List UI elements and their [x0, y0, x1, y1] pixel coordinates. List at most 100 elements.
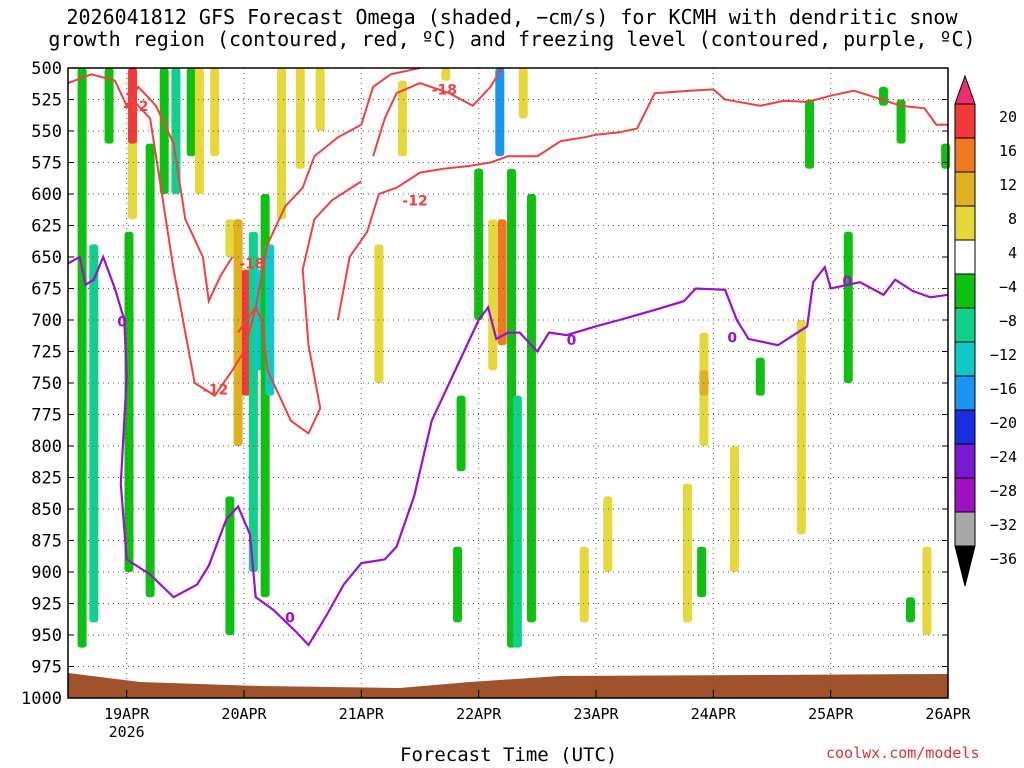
colorbar-seg-9: [954, 375, 976, 411]
y-tick-label-4: 600: [31, 185, 62, 205]
colorbar-seg-10: [954, 409, 976, 445]
y-tick-label-9: 725: [31, 343, 62, 363]
y-tick-label-2: 550: [31, 122, 62, 142]
y-tick-label-15: 875: [31, 532, 62, 552]
x-year-label: 2026: [109, 723, 145, 741]
omega-shade-38: [683, 483, 693, 623]
colorbar-label-12: −32: [990, 516, 1017, 534]
x-tick-label-6: 25APR: [808, 705, 854, 723]
x-tick-label-0: 19APR: [104, 705, 150, 723]
omega-shade-25: [441, 68, 451, 81]
x-tick-label-1: 20APR: [221, 705, 267, 723]
y-tick-label-19: 975: [31, 658, 62, 678]
colorbar-seg-6: [954, 273, 976, 309]
y-axis: 500 525 550 575 600 625 650 675 700 725 750 775 800 8…: [21, 59, 948, 709]
colorbar-label-9: −20: [990, 414, 1017, 432]
y-tick-label-10: 750: [31, 374, 62, 394]
x-tick-label-4: 23APR: [573, 705, 619, 723]
omega-shade-41: [697, 546, 707, 598]
y-tick-label-6: 650: [31, 248, 62, 268]
omega-shade-26: [456, 395, 466, 472]
colorbar-label-0: 20: [999, 108, 1017, 126]
colorbar-label-5: −4: [999, 278, 1017, 296]
omega-shade-29: [488, 219, 498, 371]
colorbar-seg-3: [954, 171, 976, 207]
omega-shade-4: [124, 231, 134, 573]
omega-shade-12: [225, 219, 235, 257]
colorbar-label-13: −36: [990, 550, 1017, 568]
omega-shade-13: [225, 496, 235, 635]
y-tick-label-11: 775: [31, 406, 62, 426]
x-axis: 19APR 20APR 21APR 22APR 23APR 24APR 25APR 26APR…: [104, 690, 972, 741]
y-tick-label-14: 850: [31, 500, 62, 520]
omega-shade-23: [374, 244, 384, 383]
y-tick-label-1: 525: [31, 91, 62, 111]
title-line-1: 2026041812 GFS Forecast Omega (shaded, −…: [66, 5, 958, 29]
colorbar-label-2: 12: [999, 176, 1017, 194]
colorbar-seg-4: [954, 205, 976, 241]
colorbar-seg-1: [954, 103, 976, 139]
omega-shade-1: [89, 244, 99, 623]
omega-shade-48: [896, 99, 906, 144]
title-line-2: growth region (contoured, red, ºC) and f…: [48, 27, 976, 51]
credit-text: coolwx.com/models: [826, 744, 980, 762]
chart-title: 2026041812 GFS Forecast Omega (shaded, −…: [0, 6, 1024, 50]
dgz-contour-3: [372, 67, 503, 157]
omega-shade-51: [941, 143, 951, 169]
omega-shade-42: [729, 446, 739, 572]
colorbar-label-8: −16: [990, 380, 1017, 398]
freezing-label-4: 0: [842, 274, 852, 290]
x-tick-label-3: 22APR: [456, 705, 502, 723]
dgz-contour-2: [237, 180, 362, 435]
freezing-label-0: 0: [117, 314, 127, 330]
colorbar-seg-8: [954, 341, 976, 377]
y-tick-label-3: 575: [31, 154, 62, 174]
omega-shade-6: [145, 143, 155, 598]
omega-shade-31: [497, 219, 507, 346]
dgz-label-2: -18: [239, 256, 264, 272]
grid-layer: [68, 67, 949, 699]
y-tick-label-18: 950: [31, 626, 62, 646]
colorbar-label-3: 8: [1008, 210, 1017, 228]
omega-shade-46: [843, 231, 853, 383]
omega-shade-49: [905, 597, 915, 623]
omega-shade-45: [805, 99, 815, 169]
colorbar-seg-13: [954, 511, 976, 547]
y-tick-label-8: 700: [31, 311, 62, 331]
y-tick-label-16: 900: [31, 563, 62, 583]
colorbar-label-1: 16: [999, 142, 1017, 160]
omega-shade-0: [77, 68, 87, 648]
freezing-label-1: 0: [285, 610, 295, 626]
y-tick-label-0: 500: [31, 59, 62, 79]
omega-shade-37: [603, 496, 613, 572]
colorbar-label-10: −24: [990, 448, 1017, 466]
omega-shade-11: [210, 68, 220, 157]
freezing-label-2: 0: [567, 333, 577, 349]
omega-shade-19: [265, 244, 275, 396]
dgz-label-4: -12: [402, 193, 427, 209]
x-tick-label-5: 24APR: [691, 705, 737, 723]
colorbar-seg-12: [954, 477, 976, 513]
omega-shade-30: [495, 68, 505, 157]
colorbar-label-6: −8: [999, 312, 1017, 330]
y-tick-label-13: 825: [31, 469, 62, 489]
omega-shade-43: [755, 357, 765, 396]
colorbar-seg-11: [954, 443, 976, 479]
omega-shade-9: [186, 68, 196, 157]
x-tick-label-2: 21APR: [339, 705, 385, 723]
ground-layer: [68, 673, 948, 698]
dgz-label-3: -18: [432, 82, 457, 98]
omega-shade-2: [104, 68, 114, 144]
omega-shade-47: [878, 86, 888, 106]
colorbar-label-7: −12: [990, 346, 1017, 364]
colorbar-seg-7: [954, 307, 976, 343]
omega-shade-10: [194, 68, 204, 194]
colorbar-seg-5: [954, 239, 976, 275]
omega-shade-21: [295, 68, 305, 169]
omega-shade-7: [159, 68, 169, 194]
dgz-contour-0: [67, 73, 234, 305]
omega-shade-34: [526, 194, 536, 623]
omega-shade-44: [796, 320, 806, 535]
